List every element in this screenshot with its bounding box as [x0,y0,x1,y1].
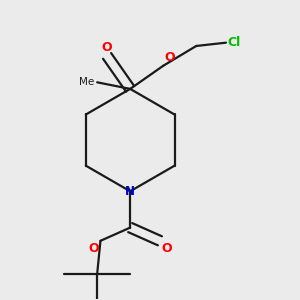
Text: Me: Me [79,77,94,87]
Text: Cl: Cl [228,36,241,49]
Text: O: O [102,41,112,54]
Text: O: O [88,242,99,256]
Text: O: O [162,242,172,256]
Text: N: N [125,185,135,198]
Text: O: O [165,51,175,64]
